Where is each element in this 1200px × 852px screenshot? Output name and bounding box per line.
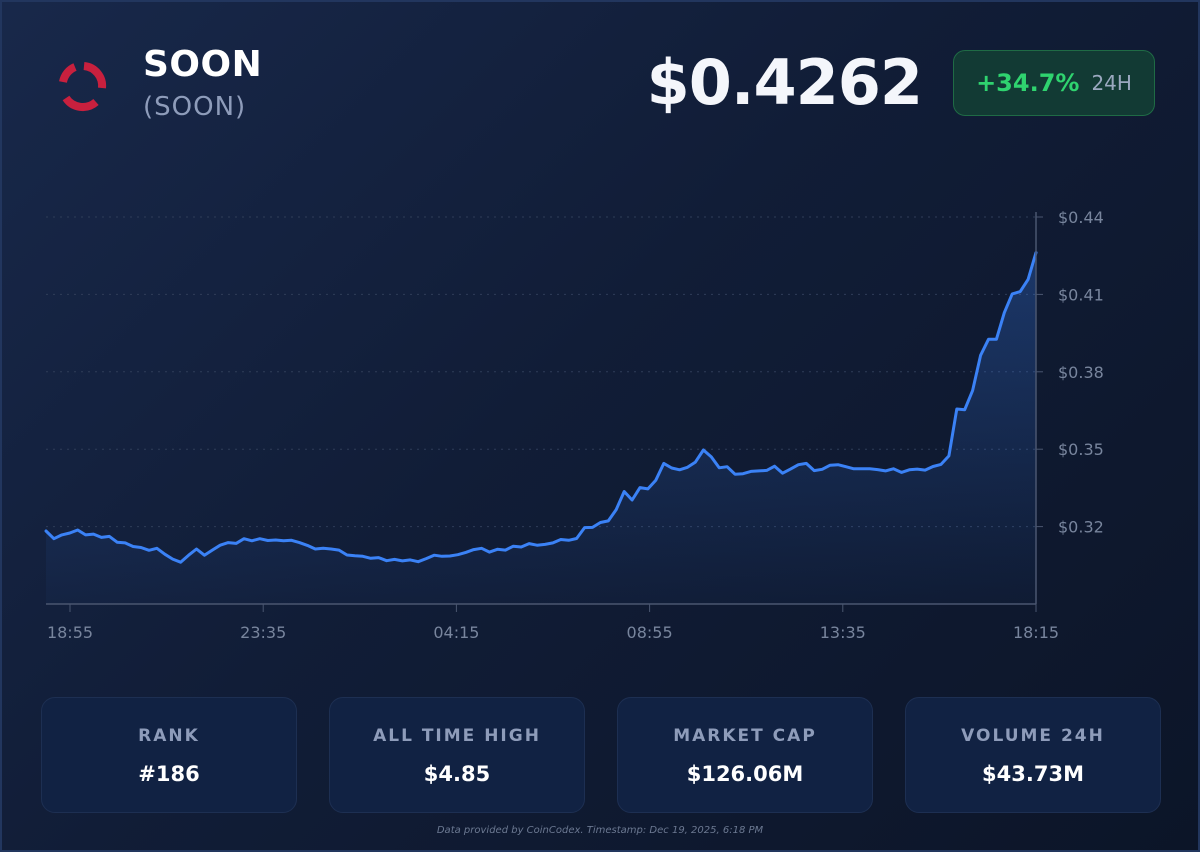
stat-card-all-time-high: ALL TIME HIGH $4.85: [329, 697, 585, 813]
stat-label: MARKET CAP: [673, 726, 817, 746]
x-tick-label: 04:15: [433, 623, 479, 642]
price-area: [46, 252, 1036, 604]
stat-label: ALL TIME HIGH: [373, 726, 541, 746]
coin-symbol: (SOON): [143, 92, 247, 122]
change-badge: +34.7% 24H: [953, 50, 1155, 116]
x-tick-label: 18:55: [47, 623, 93, 642]
data-source-footer: Data provided by CoinCodex. Timestamp: D…: [436, 825, 764, 836]
y-axis-ticks: $0.32 $0.35 $0.38 $0.41 $0.44: [1036, 208, 1104, 537]
y-tick-label: $0.41: [1058, 285, 1104, 304]
x-axis-ticks: 18:55 23:35 04:15 08:55 13:35 18:15: [47, 604, 1059, 642]
current-price: $0.4262: [646, 46, 923, 119]
ring-logo-icon: [59, 62, 107, 112]
y-tick-label: $0.38: [1058, 363, 1104, 382]
y-tick-label: $0.32: [1058, 518, 1104, 537]
stat-value: $4.85: [423, 762, 491, 786]
stat-card-volume-24h: VOLUME 24H $43.73M: [905, 697, 1161, 813]
price-line: [44, 251, 1038, 564]
change-value: +34.7%: [976, 69, 1080, 97]
stat-value: $126.06M: [686, 762, 804, 786]
y-tick-label: $0.44: [1058, 208, 1104, 227]
stat-card-market-cap: MARKET CAP $126.06M: [617, 697, 873, 813]
x-tick-label: 13:35: [820, 623, 866, 642]
coin-name: SOON: [143, 44, 263, 85]
stat-card-rank: RANK #186: [41, 697, 297, 813]
stat-label: RANK: [138, 726, 200, 746]
stat-value: #186: [138, 762, 200, 786]
x-tick-label: 18:15: [1013, 623, 1059, 642]
y-tick-label: $0.35: [1058, 440, 1104, 459]
stat-value: $43.73M: [982, 762, 1084, 786]
x-tick-label: 08:55: [627, 623, 673, 642]
stat-label: VOLUME 24H: [961, 726, 1105, 746]
change-period: 24H: [1091, 71, 1132, 95]
x-tick-label: 23:35: [240, 623, 286, 642]
